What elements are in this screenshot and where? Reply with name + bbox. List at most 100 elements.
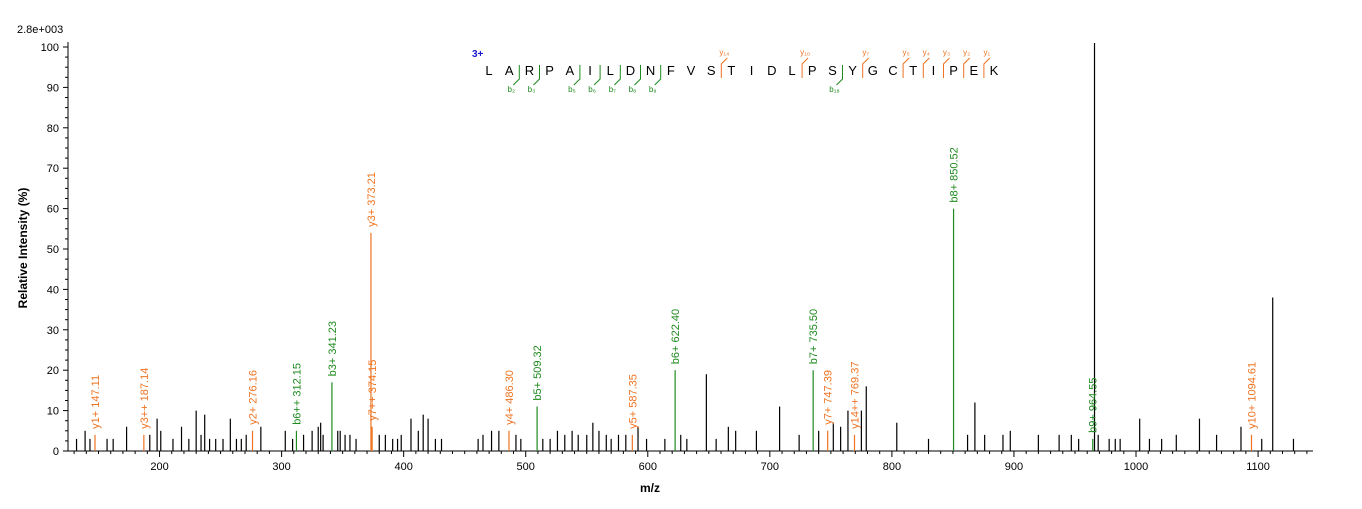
y-ion-cleavage-mark xyxy=(922,57,930,78)
precursor-charge-label: 3+ xyxy=(472,49,484,60)
max-intensity-label: 2.8e+003 xyxy=(17,24,63,36)
residue-letter: I xyxy=(932,63,936,78)
peak-label: y3++ 187.14 xyxy=(139,368,151,429)
residue-letter: L xyxy=(788,63,795,78)
residue-letter: P xyxy=(808,63,817,78)
b-ion-label: b₅ xyxy=(568,85,576,94)
b-ion-cleavage-mark xyxy=(593,65,601,86)
b-ion-cleavage-mark xyxy=(613,65,621,86)
x-tick-label: 400 xyxy=(394,461,412,473)
x-tick-label: 800 xyxy=(883,461,901,473)
y-ion-label: y₄ xyxy=(923,48,930,57)
residue-letter: T xyxy=(909,63,917,78)
x-tick-label: 1000 xyxy=(1124,461,1148,473)
y-tick-label: 30 xyxy=(47,325,59,337)
x-tick-label: 500 xyxy=(517,461,535,473)
residue-letter: F xyxy=(667,63,675,78)
y-tick-label: 90 xyxy=(47,82,59,94)
residue-letter: G xyxy=(868,63,878,78)
residue-letter: I xyxy=(750,63,754,78)
b-ion-cleavage-mark xyxy=(634,65,641,86)
peak-label: y7+ 747.39 xyxy=(823,370,835,425)
peak-label: b8+ 850.52 xyxy=(949,147,961,202)
residue-letter: A xyxy=(565,63,574,78)
y-ion-cleavage-mark xyxy=(963,57,971,78)
x-tick-label: 1100 xyxy=(1246,461,1270,473)
residue-letter: D xyxy=(767,63,776,78)
peak-label: b7+ 735.50 xyxy=(808,309,820,364)
y-axis-title: Relative Intensity (%) xyxy=(16,188,30,309)
residue-letter: L xyxy=(607,63,614,78)
y-tick-label: 0 xyxy=(53,446,59,458)
y-tick-label: 10 xyxy=(47,406,59,418)
residue-letter: P xyxy=(949,63,958,78)
x-axis-title: m/z xyxy=(640,481,660,495)
y-tick-label: 20 xyxy=(47,365,59,377)
peak-label: b3+ 341.23 xyxy=(327,321,339,376)
x-tick-label: 700 xyxy=(761,461,779,473)
residue-letter: S xyxy=(707,63,716,78)
y-ion-label: y₂ xyxy=(963,48,970,57)
x-tick-label: 900 xyxy=(1005,461,1023,473)
x-tick-label: 200 xyxy=(150,461,168,473)
y-ion-label: y₁₀ xyxy=(800,48,810,57)
peak-label: y4+ 486.30 xyxy=(504,370,516,425)
residue-letter: Y xyxy=(848,63,857,78)
residue-letter: K xyxy=(990,63,999,78)
y-ion-label: y₅ xyxy=(902,48,909,57)
peak-label: b6+ 622.40 xyxy=(670,309,682,364)
residue-letter: T xyxy=(727,63,735,78)
y-ion-cleavage-mark xyxy=(983,57,991,78)
peak-label: y7++ 374.15 xyxy=(367,360,379,421)
peak-label: y10+ 1094.61 xyxy=(1246,362,1258,429)
peak-label: y3+ 373.21 xyxy=(366,172,378,227)
b-ion-label: b₂ xyxy=(508,85,516,94)
y-ion-label: y₁₄ xyxy=(719,48,729,57)
residue-letter: R xyxy=(525,63,534,78)
residue-letter: A xyxy=(505,63,514,78)
y-tick-label: 70 xyxy=(47,163,59,175)
peak-label: y2+ 276.16 xyxy=(248,370,260,425)
peak-label: y5+ 587.35 xyxy=(627,374,639,429)
peaks-layer xyxy=(75,42,1295,451)
b-ion-cleavage-mark xyxy=(836,65,843,86)
peak-label: y1+ 147.11 xyxy=(90,375,102,429)
y-ion-label: y₁ xyxy=(984,48,991,57)
y-ion-cleavage-mark xyxy=(902,57,910,78)
b-ion-label: b₉ xyxy=(649,85,657,94)
residue-letter: E xyxy=(969,63,978,78)
y-ion-cleavage-mark xyxy=(801,57,809,78)
residue-letter: S xyxy=(828,63,837,78)
b-ion-cleavage-mark xyxy=(573,65,581,86)
y-tick-label: 40 xyxy=(47,284,59,296)
x-tick-label: 600 xyxy=(639,461,657,473)
y-ion-cleavage-mark xyxy=(943,57,950,78)
b-ion-label: b₇ xyxy=(609,85,616,94)
y-tick-label: 100 xyxy=(41,42,59,54)
b-ion-label: b₈ xyxy=(629,85,637,94)
axes: 0 10 20 30 40 50 60 70 80 90 100 200 300 400 500 600 700… xyxy=(41,42,1313,473)
b-ion-label: b₁₈ xyxy=(829,85,839,94)
peak-label: b6++ 312.15 xyxy=(291,363,303,425)
residue-letter: N xyxy=(646,63,655,78)
residue-letter: V xyxy=(687,63,696,78)
b-ion-cleavage-mark xyxy=(533,65,540,86)
b-ion-label: b₃ xyxy=(528,85,536,94)
residue-letter: P xyxy=(545,63,554,78)
residue-letter: L xyxy=(485,63,492,78)
residue-letter: C xyxy=(888,63,897,78)
peak-label: b5+ 509.32 xyxy=(532,345,544,400)
y-tick-label: 50 xyxy=(47,244,59,256)
peak-label: b9+ 964.55 xyxy=(1088,378,1100,433)
y-ion-label: y₇ xyxy=(862,48,869,57)
y-tick-label: 60 xyxy=(47,204,59,216)
b-ion-cleavage-mark xyxy=(512,65,520,86)
sequence-annotation: 3+L A R P A I L D N F V S T I D L P S Y G C T I P E Kb₂ b₃ b₅ b₆ b₇ b₈… xyxy=(472,48,999,94)
residue-letter: D xyxy=(626,63,635,78)
y-ion-label: y₃ xyxy=(943,48,950,57)
x-tick-label: 300 xyxy=(272,461,290,473)
y-ion-cleavage-mark xyxy=(720,57,728,78)
y-tick-label: 80 xyxy=(47,123,59,135)
peak-label: y14++ 769.37 xyxy=(850,362,862,429)
